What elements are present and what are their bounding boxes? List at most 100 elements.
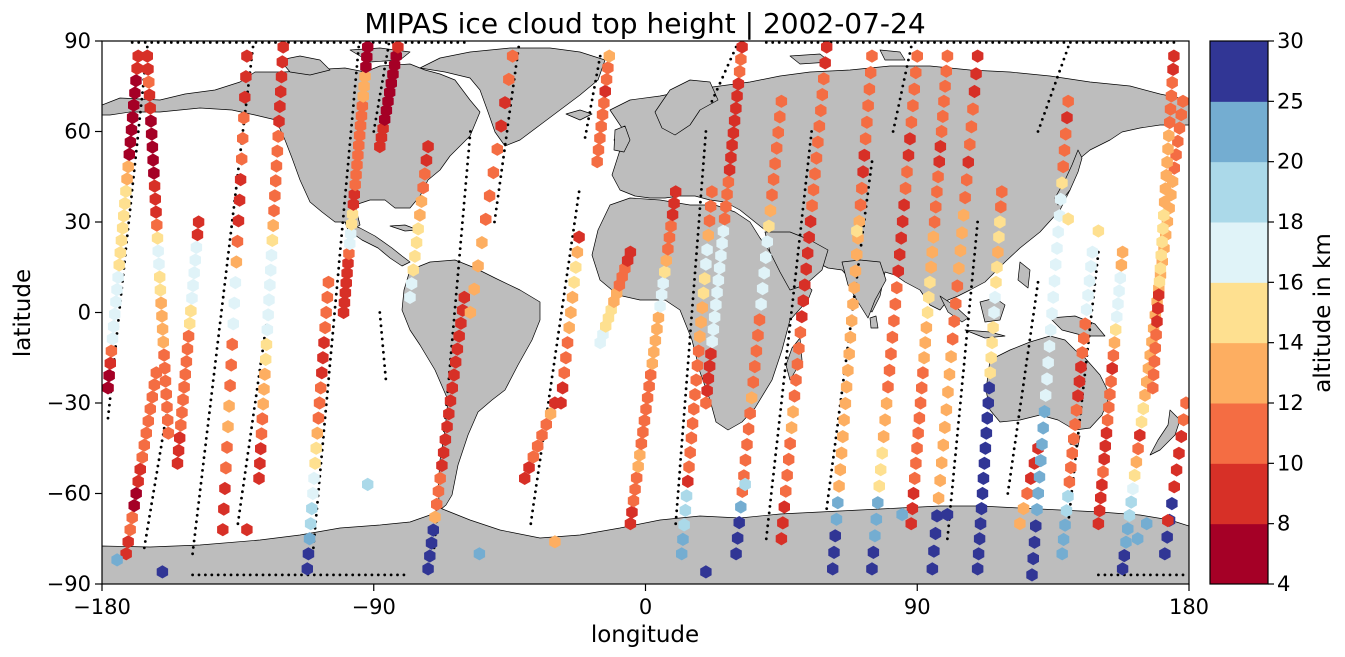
cloud-point [643,379,655,393]
track-point [252,407,256,410]
track-point [140,97,144,101]
track-point [224,276,227,280]
track-point [835,430,839,433]
track-point [192,539,196,543]
cloud-point [148,378,161,392]
track-point [951,485,954,489]
track-point [807,156,811,159]
y-tick-label: 30 [64,210,91,234]
cloud-point [122,160,134,174]
cloud-point [834,463,846,477]
cloud-point [752,328,764,342]
track-point [1033,300,1037,303]
cloud-point [733,516,745,530]
cloud-point [144,402,156,416]
cloud-point [126,511,138,525]
cloud-point [705,199,717,213]
track-point [457,266,460,270]
track-point [1129,573,1133,577]
x-tick-label: −180 [73,595,131,619]
track-point [732,51,735,55]
track-point [781,388,785,392]
track-point [211,385,214,389]
track-point [857,263,860,266]
cloud-point [842,363,854,377]
track-point [338,573,342,577]
cloud-point [192,215,205,229]
cloud-point [358,79,370,93]
cloud-point [873,479,885,493]
cloud-point [1099,439,1111,453]
track-point [1025,357,1029,361]
track-point [900,91,903,94]
track-point [242,573,246,577]
track-point [293,573,297,577]
cloud-point [829,529,841,543]
track-point [827,487,831,491]
cloud-point [256,412,269,426]
cloud-point [810,151,823,165]
track-point [356,58,359,62]
cloud-point [1057,532,1070,547]
track-point [1069,502,1072,506]
track-point [1011,453,1015,457]
track-point [382,357,386,361]
cloud-point [228,296,240,310]
cloud-point [1110,323,1122,337]
cloud-point [1042,356,1054,370]
cloud-point [678,518,690,532]
cloud-point [255,442,267,456]
track-point [695,245,699,249]
cloud-point [986,336,998,350]
cloud-point [319,321,331,335]
track-point [108,403,111,407]
land-java [964,329,1006,339]
track-point [704,130,708,133]
cloud-point [531,439,544,453]
cloud-point [143,88,156,102]
track-point [803,194,806,198]
cloud-point [136,450,148,464]
track-point [715,87,719,91]
track-point [342,208,346,212]
track-point [357,573,361,577]
track-point [334,292,338,296]
cloud-point [670,185,682,199]
cloud-point [725,150,737,165]
cloud-point [651,322,663,336]
cloud-point [560,351,572,365]
cloud-point [1083,274,1096,288]
track-point [229,231,233,235]
cloud-point [600,72,613,87]
cloud-point [451,342,464,356]
track-point [248,41,251,44]
track-point [329,357,332,361]
track-point [125,234,129,238]
track-point [975,233,978,237]
cloud-point [189,253,201,267]
track-point [598,54,602,58]
cloud-point [338,296,351,310]
track-point [133,162,137,166]
track-point [690,316,693,320]
cloud-point [270,159,283,173]
cloud-point [739,453,752,467]
track-point [799,227,803,230]
cloud-point [1107,349,1120,363]
cloud-point [794,325,807,340]
cloud-point [1150,328,1162,342]
cloud-point [107,319,120,334]
cloud-point [159,361,171,375]
track-point [142,546,146,550]
cloud-point [1092,224,1105,238]
track-point [353,91,356,94]
cloud-point [1159,547,1171,561]
track-point [1067,515,1071,519]
track-point [130,41,134,44]
cloud-point [499,96,511,110]
track-point [306,41,310,44]
track-point [1014,434,1018,438]
cloud-point [1086,245,1099,259]
cloud-point [948,314,960,328]
cloud-point [856,181,868,195]
